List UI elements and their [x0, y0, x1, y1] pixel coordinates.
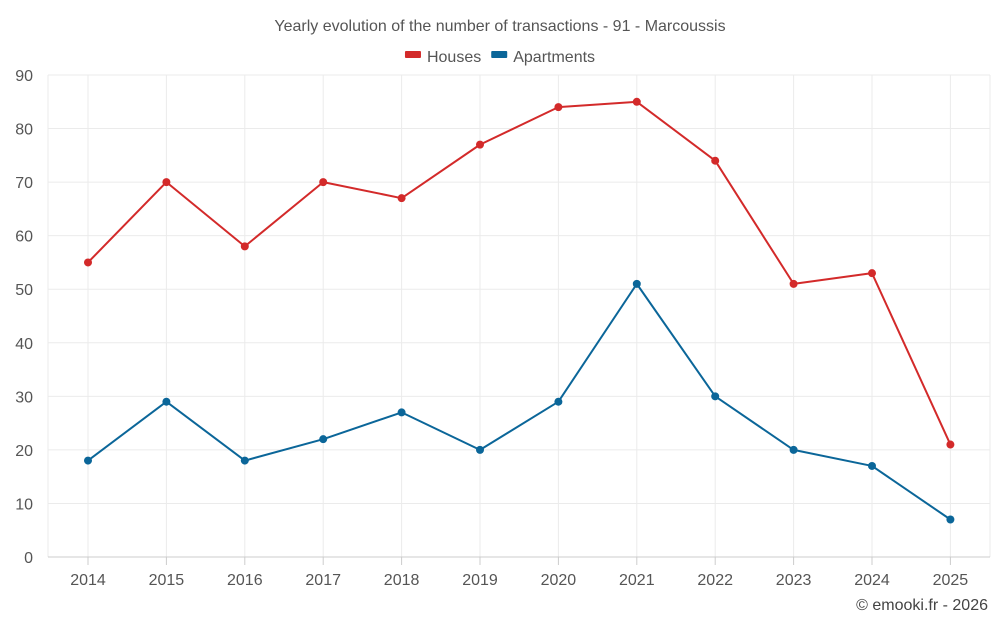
x-tick-label: 2016	[227, 572, 263, 589]
legend-item-apartments[interactable]: Apartments	[491, 49, 595, 66]
y-tick-label: 40	[15, 336, 33, 353]
axes: 0 10 20 30 40 50 60 70 80 90 2014 2015 2016 2017 2018 2…	[15, 68, 990, 589]
y-tick-label: 70	[15, 175, 33, 192]
y-tick-label: 10	[15, 496, 33, 513]
x-tick-label: 2020	[541, 572, 577, 589]
y-tick-label: 30	[15, 389, 33, 406]
series-layer	[84, 97, 955, 524]
data-point-houses[interactable]	[476, 140, 484, 149]
data-point-houses[interactable]	[554, 103, 563, 112]
grid-lines	[47, 74, 991, 557]
data-point-apartments[interactable]	[946, 515, 955, 524]
data-point-houses[interactable]	[240, 242, 249, 251]
series-apartments	[84, 279, 955, 524]
data-point-apartments[interactable]	[868, 461, 876, 470]
x-tick-label: 2022	[697, 572, 733, 589]
y-tick-label: 90	[15, 68, 33, 85]
legend[interactable]: Houses Apartments	[404, 49, 595, 66]
data-point-apartments[interactable]	[240, 456, 249, 465]
series-houses	[84, 97, 955, 449]
x-tick-label: 2019	[462, 572, 498, 589]
x-tick-label: 2015	[149, 572, 185, 589]
y-tick-label: 0	[24, 550, 33, 567]
data-point-houses[interactable]	[946, 440, 955, 449]
series-line-houses	[87, 100, 952, 445]
data-point-apartments[interactable]	[476, 445, 484, 454]
data-point-houses[interactable]	[789, 279, 798, 288]
y-tick-label: 50	[15, 282, 33, 299]
data-point-apartments[interactable]	[554, 397, 563, 406]
data-point-apartments[interactable]	[632, 279, 641, 288]
data-point-houses[interactable]	[162, 178, 171, 187]
credit-text: © emooki.fr - 2026	[856, 597, 988, 614]
data-point-apartments[interactable]	[789, 445, 798, 454]
y-tick-label: 20	[15, 443, 33, 460]
legend-label: Houses	[427, 49, 481, 66]
y-tick-label: 80	[15, 122, 33, 139]
data-point-houses[interactable]	[868, 269, 876, 278]
data-point-houses[interactable]	[711, 156, 720, 165]
legend-label: Apartments	[513, 49, 595, 66]
x-tick-label: 2023	[776, 572, 812, 589]
legend-swatch	[491, 51, 508, 58]
series-line-apartments	[87, 282, 951, 521]
legend-swatch	[404, 51, 421, 58]
data-point-apartments[interactable]	[162, 397, 171, 406]
legend-item-houses[interactable]: Houses	[404, 49, 481, 66]
data-point-apartments[interactable]	[84, 456, 92, 465]
data-point-apartments[interactable]	[319, 435, 328, 444]
x-tick-label: 2014	[70, 572, 106, 589]
data-point-houses[interactable]	[84, 258, 92, 267]
x-tick-label: 2025	[933, 572, 969, 589]
data-point-houses[interactable]	[632, 97, 641, 106]
data-point-houses[interactable]	[397, 194, 406, 203]
data-point-apartments[interactable]	[711, 392, 720, 401]
x-tick-label: 2018	[384, 572, 420, 589]
data-point-houses[interactable]	[319, 178, 328, 187]
x-tick-label: 2021	[619, 572, 655, 589]
x-tick-label: 2017	[305, 572, 341, 589]
data-point-apartments[interactable]	[397, 408, 406, 417]
y-tick-label: 60	[15, 229, 33, 246]
x-tick-label: 2024	[854, 572, 890, 589]
chart-title: Yearly evolution of the number of transa…	[274, 18, 725, 35]
